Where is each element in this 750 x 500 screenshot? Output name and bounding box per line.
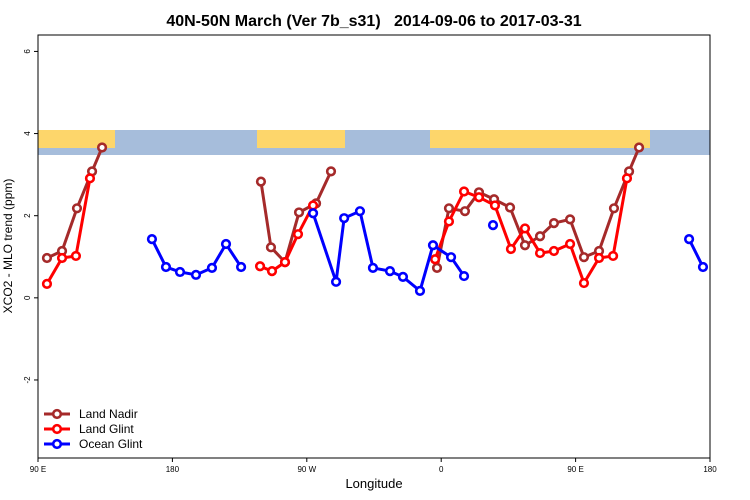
data-point [621,173,633,184]
data-point [266,266,278,277]
chart-title: 40N-50N March (Ver 7b_s31) 2014-09-06 to… [166,13,581,30]
data-point [330,276,342,287]
data-point [593,252,605,264]
x-tick-label: 90 E [567,465,583,474]
x-tick-label: 180 [166,465,180,474]
x-tick-label: 90 E [30,465,46,474]
x-tick-label: 180 [703,465,717,474]
data-point [56,252,68,264]
data-point [473,192,485,203]
ocean-band [650,130,710,155]
x-tick-label: 0 [439,465,444,474]
data-point [70,250,82,262]
data-point [534,247,546,259]
data-point [307,208,319,219]
data-point [564,214,576,225]
data-point [160,261,172,273]
map-strip [38,130,710,155]
data-point [84,173,96,184]
y-tick-label: 2 [23,213,32,218]
data-point [489,200,501,211]
data-point [367,262,379,273]
data-point [325,166,337,177]
ocean-band [115,130,257,155]
data-point [354,206,366,217]
data-point [429,254,441,265]
data-point [292,229,304,240]
legend-label: Land Nadir [79,407,138,421]
data-point [206,262,218,273]
data-point [458,270,470,282]
legend-swatch [51,438,63,450]
plot-frame [37,34,711,459]
x-tick-label: 90 W [297,465,316,474]
x-axis-label: Longitude [345,476,402,491]
data-point [458,186,470,197]
data-point [548,245,560,257]
data-point [384,266,396,277]
data-point [697,261,709,273]
data-point [564,238,576,250]
data-point [431,262,443,273]
data-point [255,176,267,187]
data-point [578,277,590,289]
data-point [279,257,291,268]
data-point [534,231,546,242]
data-point [608,203,620,214]
data-point [265,242,277,253]
data-point [146,234,158,245]
y-tick-label: 4 [23,131,32,136]
data-point [607,250,619,262]
data-point [445,252,457,263]
ocean-band [430,148,650,155]
data-point [427,240,439,251]
data-point [220,238,232,250]
data-point [487,220,499,231]
data-point [71,203,83,214]
data-point [254,261,266,272]
data-point [339,213,350,224]
data-point [397,271,409,282]
data-point [504,202,516,213]
data-point [41,252,53,264]
y-axis-label: XCO2 - MLO trend (ppm) [1,179,15,314]
data-point [190,269,202,280]
data-point [683,234,695,245]
ocean-band [257,148,345,155]
data-point [235,261,247,273]
data-point [414,285,426,296]
data-point [443,203,455,214]
data-point [519,223,531,234]
data-point [41,278,53,289]
data-point [96,142,108,153]
legend-label: Land Glint [79,422,134,436]
data-point [633,142,645,153]
data-point [578,252,590,263]
ocean-band [38,148,118,155]
y-tick-label: 0 [23,295,32,300]
data-point [307,200,319,211]
legend-label: Ocean Glint [79,437,143,451]
data-point [548,217,560,229]
data-point [443,216,455,227]
data-point [174,266,186,278]
data-point [505,243,517,255]
legend-swatch [51,408,63,420]
data-point [459,206,471,217]
data-point [519,240,531,251]
ocean-band [345,130,430,155]
y-tick-label: 6 [23,49,32,54]
legend-swatch [51,423,63,435]
y-tick-label: -2 [23,376,32,384]
data-point [293,207,305,218]
